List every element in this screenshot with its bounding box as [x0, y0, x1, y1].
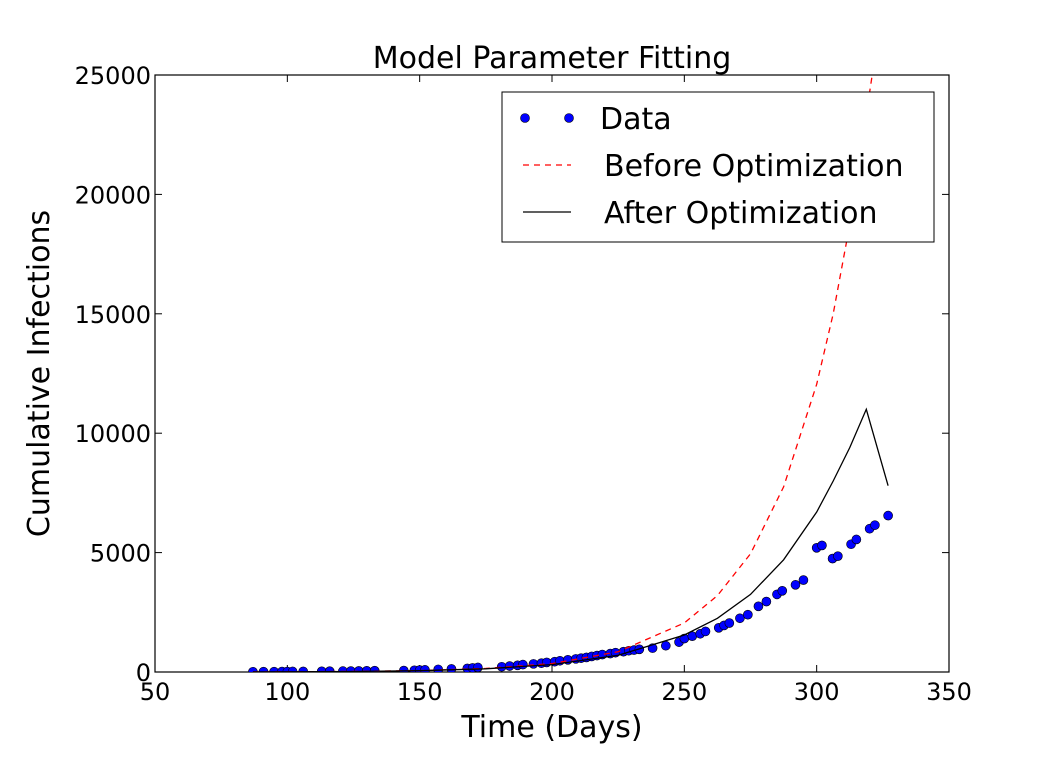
y-tick-label: 5000	[90, 540, 151, 568]
axis-ticks: 50 100 150 200 250 300 350 0 5000 10000 15000 20000…	[75, 62, 972, 706]
data-point	[518, 659, 528, 670]
data-point	[761, 596, 772, 607]
data-point	[833, 551, 843, 561]
y-tick-label: 0	[136, 659, 151, 687]
x-tick-label: 300	[794, 678, 840, 706]
data-point	[798, 575, 809, 585]
data-point	[743, 609, 753, 620]
x-tick-label: 150	[397, 678, 443, 706]
legend: Data Before Optimization After Optimizatio…	[501, 91, 935, 243]
data-point	[851, 534, 862, 545]
series-layer	[248, 75, 893, 672]
data-point	[817, 540, 827, 551]
x-tick-label: 50	[140, 678, 171, 706]
series-after-optimization-line	[252, 407, 889, 672]
data-point	[870, 520, 880, 530]
series-data-points	[248, 510, 893, 672]
y-tick-label: 15000	[75, 301, 151, 329]
x-tick-label: 200	[529, 678, 575, 706]
y-axis-label: Cumulative Infections	[22, 210, 57, 537]
x-tick-label: 100	[264, 678, 310, 706]
data-point	[790, 580, 801, 590]
data-point	[883, 510, 893, 521]
data-point	[661, 640, 671, 651]
data-point	[528, 659, 539, 669]
data-point	[496, 661, 507, 672]
data-point	[700, 626, 711, 637]
data-point	[473, 662, 483, 672]
data-point	[735, 613, 745, 624]
legend-label: After Optimization	[604, 196, 878, 231]
y-tick-label: 25000	[75, 62, 151, 90]
legend-marker-data	[564, 113, 574, 123]
legend-box	[501, 91, 935, 243]
y-tick-label: 20000	[75, 181, 151, 209]
x-tick-label: 250	[661, 678, 707, 706]
legend-label: Before Optimization	[604, 149, 904, 184]
data-point	[753, 601, 764, 612]
data-point	[724, 618, 735, 628]
y-tick-label: 10000	[75, 420, 151, 448]
x-axis-label: Time (Days)	[460, 710, 642, 745]
data-point	[777, 586, 788, 596]
series-clip	[248, 75, 893, 672]
legend-label: Data	[600, 102, 672, 137]
legend-marker-data	[520, 113, 530, 123]
chart-title: Model Parameter Fitting	[373, 41, 732, 76]
x-tick-label: 350	[926, 678, 972, 706]
